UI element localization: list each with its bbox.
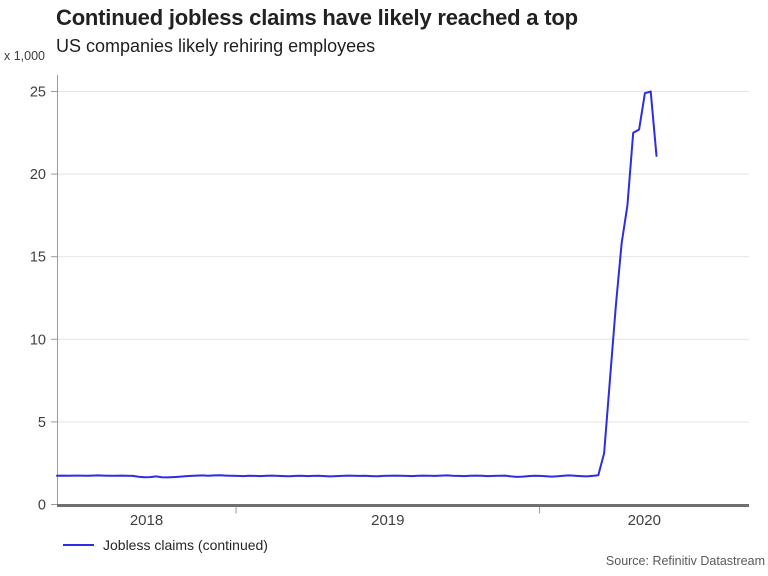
y-axis-tick-label: 15: [30, 250, 46, 266]
y-axis-tick-label: 20: [30, 167, 46, 183]
legend: Jobless claims (continued): [63, 537, 268, 553]
x-axis-tick-label: 2018: [130, 512, 163, 529]
y-axis-tick-label: 0: [38, 498, 46, 514]
legend-label: Jobless claims (continued): [103, 537, 268, 553]
source-credit: Source: Refinitiv Datastream: [605, 554, 765, 568]
legend-line-swatch: [63, 544, 94, 546]
x-axis-tick-label: 2020: [628, 512, 661, 529]
x-axis-tick-label: 2019: [371, 512, 404, 529]
y-axis-tick-label: 25: [30, 85, 46, 101]
chart-title: Continued jobless claims have likely rea…: [56, 5, 578, 30]
chart-subtitle: US companies likely rehiring employees: [56, 36, 376, 56]
y-axis-unit-label: x 1,000: [4, 49, 46, 63]
y-axis-tick-label: 5: [38, 415, 46, 431]
jobless-claims-line-series: [56, 90, 658, 479]
y-axis-tick-label: 10: [30, 332, 46, 348]
